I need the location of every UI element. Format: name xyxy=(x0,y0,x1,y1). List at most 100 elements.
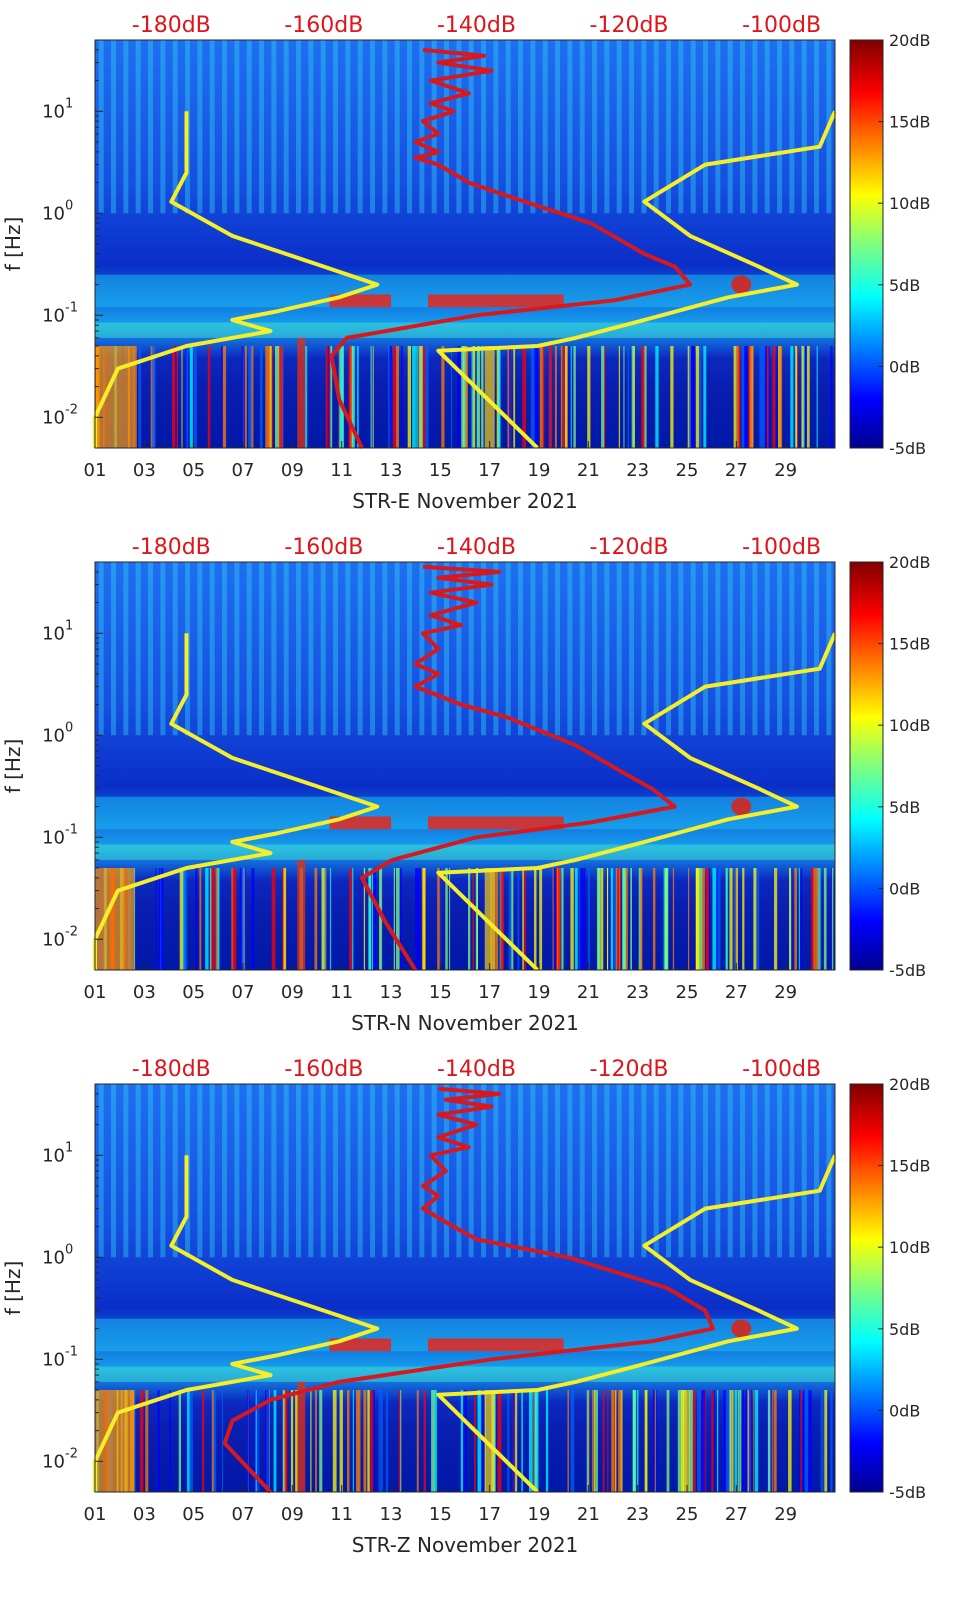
low-frequency-bar xyxy=(221,346,223,448)
low-frequency-bar xyxy=(202,1390,205,1492)
low-frequency-bar xyxy=(711,1390,714,1492)
low-frequency-bar xyxy=(419,346,424,448)
x-tick-label: 21 xyxy=(577,460,600,481)
noise-stripe xyxy=(172,562,178,736)
low-frequency-bar xyxy=(736,868,738,970)
x-tick-label: 01 xyxy=(84,1504,107,1525)
noise-stripe xyxy=(814,1084,820,1258)
noise-stripe xyxy=(579,1084,585,1258)
low-frequency-bar xyxy=(495,868,499,970)
low-frequency-bar xyxy=(701,1390,706,1492)
low-frequency-bar xyxy=(245,346,247,448)
low-frequency-bar xyxy=(271,346,273,448)
low-frequency-bar xyxy=(774,868,778,970)
low-frequency-bar xyxy=(283,868,287,970)
noise-stripe xyxy=(345,562,351,736)
y-tick-exponent: 1 xyxy=(65,96,73,111)
y-tick-label: 10 xyxy=(42,1247,65,1268)
noise-stripe xyxy=(296,40,302,214)
low-frequency-bar xyxy=(698,868,703,970)
low-frequency-bar xyxy=(741,1390,745,1492)
low-frequency-bar xyxy=(708,868,710,970)
low-frequency-bar xyxy=(618,1390,622,1492)
low-frequency-bar xyxy=(352,1390,354,1492)
low-frequency-bar xyxy=(695,346,700,448)
colorbar-label: 5dB xyxy=(889,1320,920,1339)
low-frequency-bar xyxy=(474,1390,476,1492)
noise-stripe xyxy=(678,40,684,214)
storm-bar xyxy=(484,1390,495,1492)
noise-stripe xyxy=(345,40,351,214)
low-frequency-bar xyxy=(330,346,333,448)
noise-stripe xyxy=(394,40,400,214)
low-frequency-bar xyxy=(329,868,332,970)
low-frequency-bar xyxy=(823,868,827,970)
noise-stripe xyxy=(629,562,635,736)
y-tick-label: 10 xyxy=(42,101,65,122)
low-frequency-bar xyxy=(632,346,635,448)
x-tick-label: 25 xyxy=(676,460,699,481)
low-frequency-bar xyxy=(741,346,745,448)
low-frequency-bar xyxy=(789,868,793,970)
low-frequency-bar xyxy=(754,1390,759,1492)
low-frequency-bar xyxy=(618,868,620,970)
x-tick-label: 11 xyxy=(330,460,353,481)
median-psd-line xyxy=(360,564,677,972)
low-frequency-bar xyxy=(521,1390,523,1492)
low-frequency-bar xyxy=(319,1390,323,1492)
storm-hotspots xyxy=(329,275,752,308)
noise-stripe xyxy=(320,40,326,214)
low-frequency-bar xyxy=(610,868,614,970)
low-frequency-bar xyxy=(522,868,524,970)
early-month-block xyxy=(95,346,135,448)
low-frequency-bar xyxy=(247,1390,250,1492)
noise-stripe xyxy=(530,562,536,736)
noise-stripe xyxy=(789,40,795,214)
noise-stripe xyxy=(727,562,733,736)
low-frequency-bar xyxy=(468,868,471,970)
storm-hotspot xyxy=(731,797,752,816)
low-frequency-bar xyxy=(717,1390,719,1492)
low-frequency-bar xyxy=(794,346,797,448)
median-psd-line xyxy=(222,1086,715,1494)
noise-stripe xyxy=(283,1084,289,1258)
x-tick-label: 01 xyxy=(84,460,107,481)
low-frequency-bar xyxy=(725,1390,730,1492)
storm-hotspots xyxy=(329,1319,752,1352)
noise-stripe xyxy=(357,1084,363,1258)
low-frequency-bar xyxy=(509,346,511,448)
low-frequency-bar xyxy=(389,346,393,448)
low-frequency-bar xyxy=(733,346,737,448)
y-tick-exponent: -1 xyxy=(65,300,78,315)
low-frequency-bar xyxy=(295,1390,298,1492)
low-frequency-bar xyxy=(618,346,620,448)
noise-model-low-line xyxy=(93,1155,380,1492)
low-frequency-bar xyxy=(256,1390,259,1492)
low-frequency-bar xyxy=(729,868,733,970)
low-frequency-bar xyxy=(363,1390,367,1492)
low-frequency-bar xyxy=(644,1390,647,1492)
noise-stripe xyxy=(493,562,499,736)
top-db-label: -160dB xyxy=(284,1057,363,1082)
noise-stripe xyxy=(209,1084,215,1258)
low-frequency-bar xyxy=(638,868,642,970)
noise-stripe xyxy=(333,562,339,736)
x-tick-label: 05 xyxy=(182,460,205,481)
low-frequency-bar xyxy=(422,346,426,448)
x-axis-label: STR-E November 2021 xyxy=(352,489,578,513)
low-frequency-bar xyxy=(507,1390,510,1492)
noise-stripe xyxy=(567,1084,573,1258)
low-frequency-bar xyxy=(699,346,702,448)
low-frequency-bar xyxy=(553,868,556,970)
low-frequency-bar xyxy=(565,346,568,448)
low-frequency-bar xyxy=(449,868,451,970)
low-frequency-bar xyxy=(804,1390,809,1492)
low-frequency-bar xyxy=(640,868,643,970)
low-frequency-bar xyxy=(250,346,254,448)
noise-stripe xyxy=(530,40,536,214)
low-frequency-bar xyxy=(441,346,445,448)
low-frequency-bar xyxy=(517,868,520,970)
noise-stripe xyxy=(727,1084,733,1258)
low-frequency-bar xyxy=(820,1390,822,1492)
noise-stripe xyxy=(394,562,400,736)
